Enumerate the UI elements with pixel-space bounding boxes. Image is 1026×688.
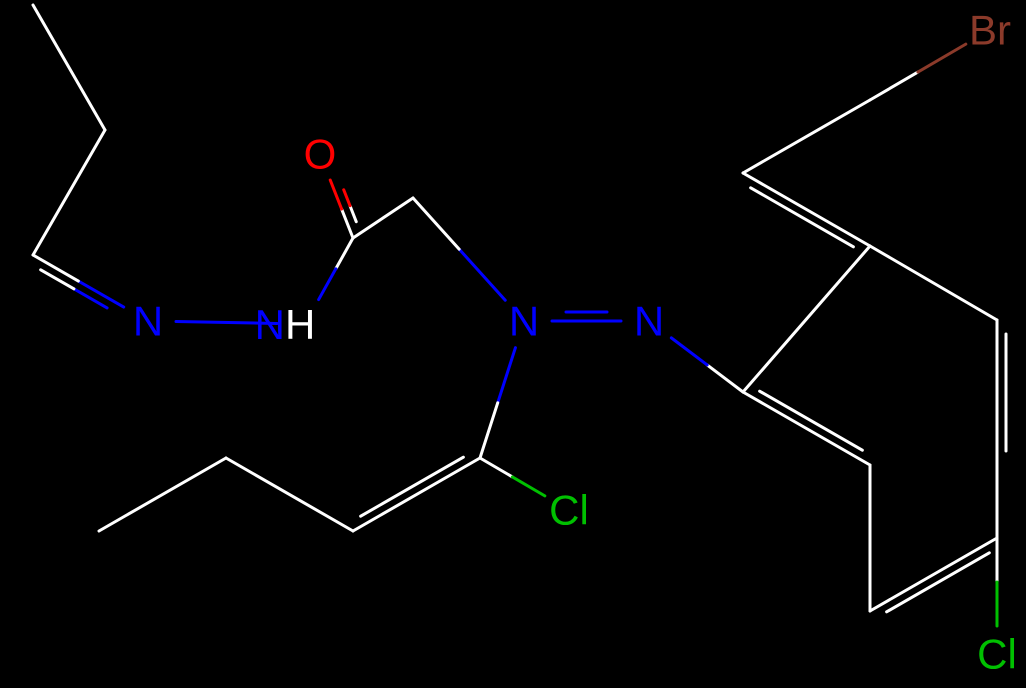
atom-label-o: O xyxy=(304,131,337,178)
molecule-canvas: Br Cl N N Cl O NH N xyxy=(0,0,1026,688)
atom-label-n: N xyxy=(509,298,539,345)
atom-label-br: Br xyxy=(969,7,1011,54)
atom-label-n: N xyxy=(133,298,163,345)
atom-label-n: NH xyxy=(255,301,316,348)
atom-label-cl: Cl xyxy=(977,631,1017,678)
atom-label-cl: Cl xyxy=(549,487,589,534)
atom-label-n: N xyxy=(634,298,664,345)
